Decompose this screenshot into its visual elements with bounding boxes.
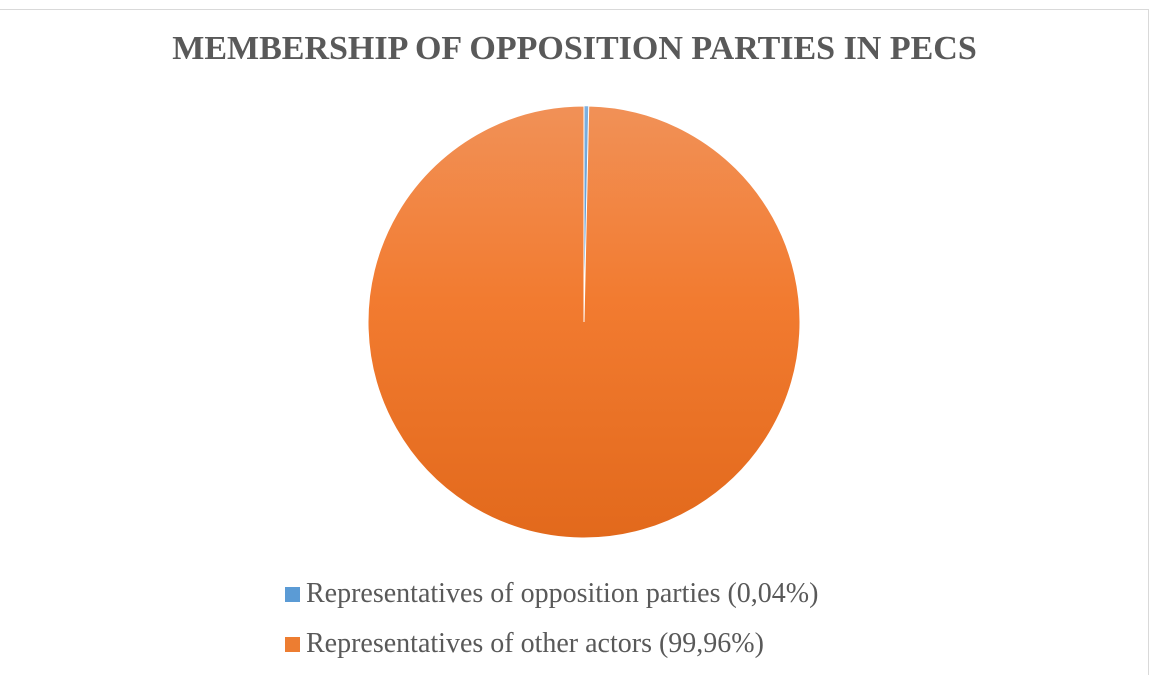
chart-border-top	[0, 9, 1149, 10]
pie-slice-other-actors	[367, 105, 801, 539]
chart-title: MEMBERSHIP OF OPPOSITION PARTIES IN PECS	[172, 30, 977, 67]
